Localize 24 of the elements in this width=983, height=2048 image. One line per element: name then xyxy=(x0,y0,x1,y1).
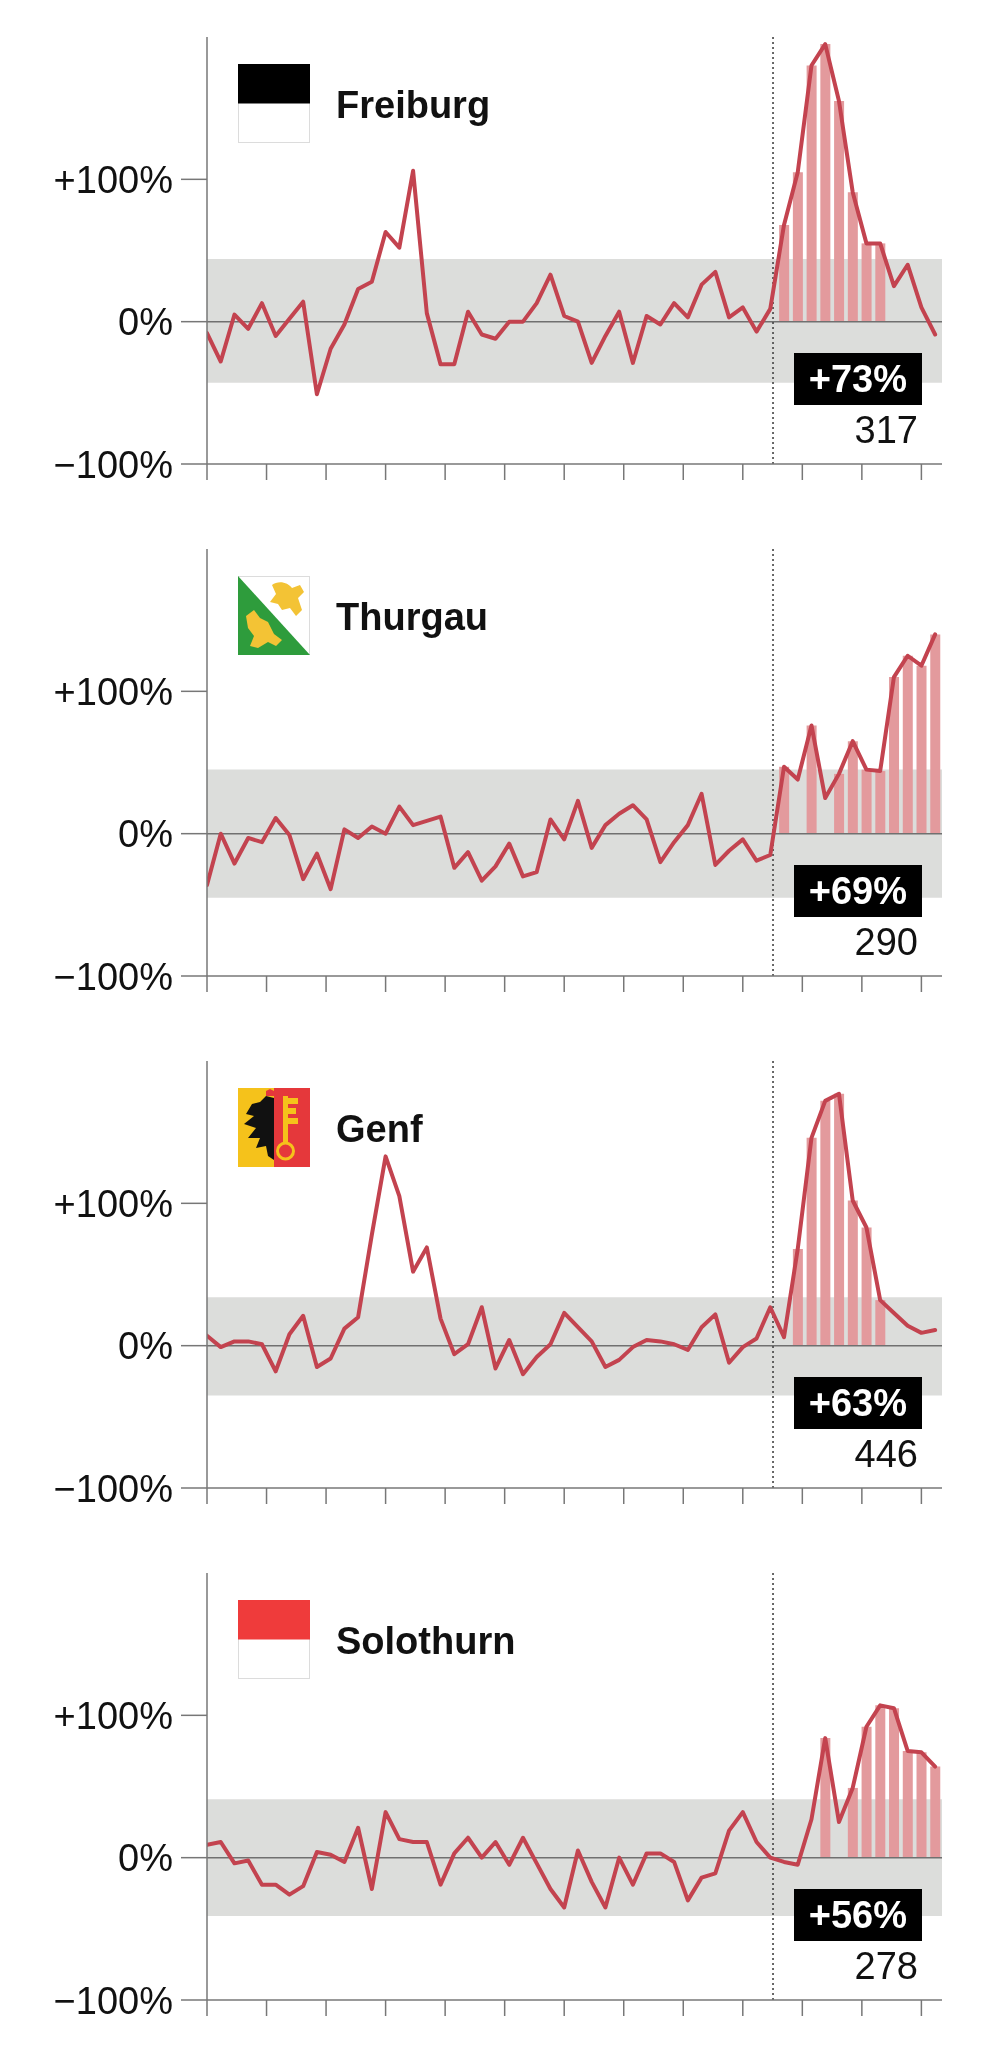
annotation: 278 xyxy=(854,1945,918,1987)
y-tick-label: +100% xyxy=(53,671,173,714)
y-tick-label: −100% xyxy=(53,1467,173,1510)
y-tick-label: −100% xyxy=(53,955,173,998)
text: Genf xyxy=(336,1108,423,1150)
y-tick-label: +100% xyxy=(53,1695,173,1738)
y-tick-label: 0% xyxy=(118,1325,173,1368)
annotation: +56% xyxy=(793,1889,922,1941)
annotation: 317 xyxy=(854,409,918,451)
y-tick-label: −100% xyxy=(53,1979,173,2022)
annotation: 290 xyxy=(854,921,918,963)
y-tick-label: 0% xyxy=(118,813,173,856)
text: Thurgau xyxy=(336,596,488,638)
y-tick-label: +100% xyxy=(53,159,173,202)
y-tick-label: 0% xyxy=(118,301,173,344)
text: Freiburg xyxy=(336,84,491,126)
annotation: 446 xyxy=(854,1433,918,1475)
y-tick-label: +100% xyxy=(53,1183,173,1226)
y-tick-label: −100% xyxy=(53,443,173,486)
annotation: +69% xyxy=(793,865,922,917)
annotation: +73% xyxy=(793,353,922,405)
annotation: +63% xyxy=(793,1377,922,1429)
y-tick-label: 0% xyxy=(118,1837,173,1880)
text: Solothurn xyxy=(336,1620,516,1662)
